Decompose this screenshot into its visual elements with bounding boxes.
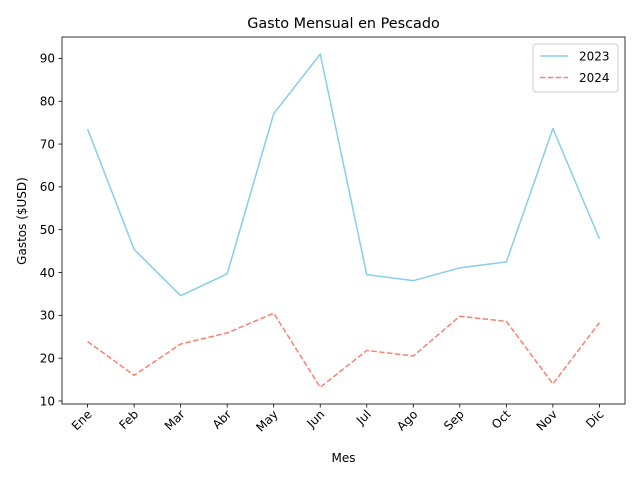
y-tick-label-60: 60	[40, 180, 55, 194]
y-tick-label-70: 70	[40, 137, 55, 151]
x-tick-label-Ene: Ene	[69, 407, 95, 433]
x-tick-label-Feb: Feb	[116, 407, 141, 432]
x-tick-label-Ago: Ago	[394, 407, 420, 433]
x-tick-label-May: May	[253, 407, 280, 434]
y-tick-label-80: 80	[40, 95, 55, 109]
x-tick-label-Sep: Sep	[441, 407, 467, 433]
y-tick-label-10: 10	[40, 394, 55, 408]
legend-label-2023: 2023	[579, 49, 610, 63]
y-tick-label-40: 40	[40, 266, 55, 280]
x-tick-label-Jul: Jul	[353, 407, 374, 428]
x-tick-label-Dic: Dic	[583, 407, 606, 430]
series-line-2023	[86, 53, 601, 297]
legend-label-2024: 2024	[579, 71, 610, 85]
x-tick-label-Abr: Abr	[210, 407, 235, 432]
series-line-2024	[87, 312, 601, 389]
chart-title: Gasto Mensual en Pescado	[247, 16, 440, 32]
x-tick-label-Oct: Oct	[489, 407, 514, 432]
y-tick-label-20: 20	[40, 351, 55, 365]
y-axis-title: Gastos ($USD)	[15, 177, 29, 265]
plot-area: Ene Feb Mar Abr May Jun Jul Ago Sep Oct Nov Dic 10 20…	[40, 36, 626, 435]
axes-frame	[61, 36, 626, 405]
x-tick-label-Nov: Nov	[534, 407, 560, 433]
y-tick-label-90: 90	[40, 52, 55, 66]
x-tick-label-Jun: Jun	[303, 407, 327, 431]
x-axis-title: Mes	[332, 451, 356, 465]
y-tick-label-50: 50	[40, 223, 55, 237]
y-tick-label-30: 30	[40, 309, 55, 323]
legend: 2023 2024	[532, 43, 619, 93]
x-tick-label-Mar: Mar	[162, 407, 188, 433]
